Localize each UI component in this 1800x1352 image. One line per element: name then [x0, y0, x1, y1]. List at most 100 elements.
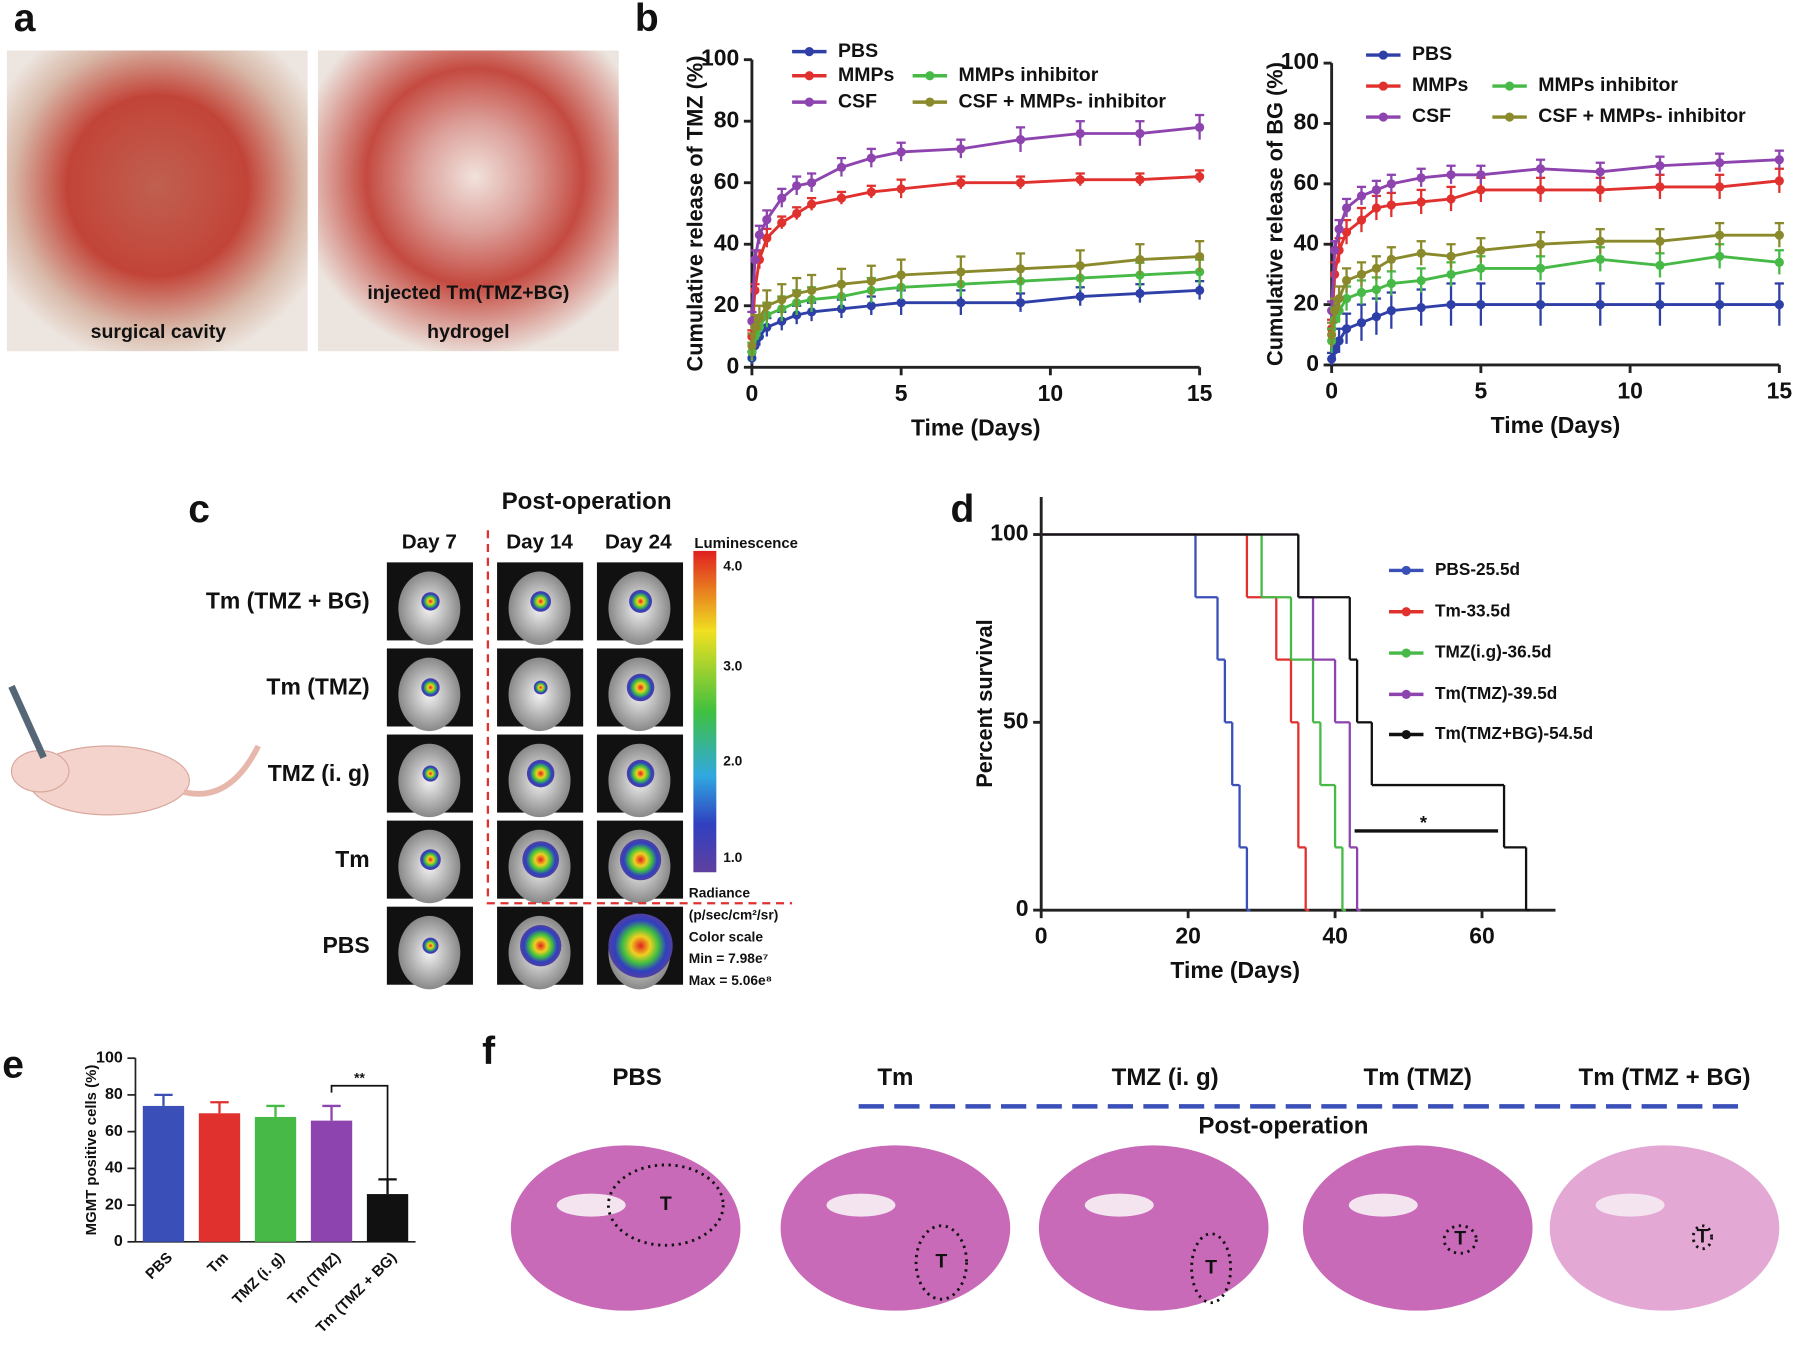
point	[956, 178, 966, 188]
y-tick-label: 60	[105, 1122, 123, 1140]
point	[1476, 185, 1486, 195]
x-tick-label: PBS	[142, 1249, 176, 1283]
point	[1535, 263, 1546, 273]
point	[1015, 178, 1026, 188]
panel-letter: b	[635, 0, 659, 40]
panel-letter: f	[482, 1030, 496, 1073]
y-tick-label: 60	[714, 168, 740, 194]
point	[1535, 185, 1546, 195]
panel-title: Post-operation	[502, 488, 672, 515]
tumor-outline	[1190, 1232, 1233, 1305]
color-bar	[693, 550, 717, 873]
point	[836, 279, 847, 289]
point	[896, 270, 906, 280]
y-tick-label: 60	[1293, 169, 1319, 195]
y-tick-label: 0	[1016, 895, 1029, 921]
point	[1446, 170, 1456, 180]
point	[1356, 191, 1367, 201]
legend-marker	[1401, 607, 1411, 617]
group-label: Tm (TMZ + BG)	[1579, 1064, 1751, 1091]
point	[896, 184, 906, 194]
bar	[310, 1120, 353, 1242]
point	[1015, 264, 1026, 274]
point	[777, 295, 787, 305]
point	[1535, 300, 1546, 310]
legend-marker	[1504, 81, 1515, 91]
point	[1446, 300, 1456, 310]
annotation: *	[1420, 812, 1428, 833]
point	[1195, 285, 1205, 295]
bar	[198, 1113, 241, 1242]
tumor-marker: T	[1454, 1228, 1466, 1250]
x-tick-label: Tm (TMZ)	[285, 1249, 344, 1308]
caption: injected Tm(TMZ+BG)	[367, 282, 569, 304]
point	[1334, 336, 1344, 346]
legend-marker	[1401, 565, 1411, 576]
tumor-marker: T	[935, 1251, 947, 1273]
point	[866, 187, 876, 197]
legend-label: PBS	[838, 40, 878, 62]
x-tick-label: 40	[1322, 923, 1348, 949]
bar	[366, 1194, 409, 1242]
x-tick-label: 5	[895, 380, 908, 406]
point	[1715, 251, 1725, 261]
y-tick-label: 100	[701, 45, 739, 71]
x-axis-label: Time (Days)	[1170, 957, 1300, 983]
point	[1135, 288, 1145, 299]
point	[1195, 122, 1205, 132]
legend-marker	[1504, 112, 1515, 122]
mouse-image	[508, 657, 571, 732]
y-tick-label: 20	[105, 1195, 123, 1213]
signal	[522, 841, 560, 878]
signal	[422, 765, 439, 782]
x-tick-label: 5	[1474, 378, 1487, 404]
legend-marker	[1378, 112, 1388, 122]
point	[747, 341, 757, 351]
y-tick-label: 40	[714, 229, 740, 255]
legend-label: PBS-25.5d	[1435, 559, 1520, 579]
legend-marker	[1401, 689, 1411, 699]
point	[1774, 155, 1784, 165]
y-axis-label: Cumulative release of TMZ (%)	[683, 55, 708, 371]
point	[866, 153, 876, 163]
row-label: Tm (TMZ)	[266, 674, 369, 700]
colorbar-tick: 4.0	[723, 559, 742, 574]
point	[1015, 135, 1026, 145]
point	[1416, 248, 1426, 258]
point	[836, 162, 847, 172]
panel-letter: a	[14, 0, 36, 40]
point	[1655, 182, 1665, 192]
point	[1595, 300, 1605, 310]
point	[777, 218, 787, 228]
panel-subtitle: Post-operation	[1198, 1112, 1368, 1139]
point	[1386, 306, 1396, 316]
point	[1655, 260, 1665, 270]
ventricle	[1595, 1193, 1665, 1217]
tumor-marker: T	[660, 1193, 672, 1215]
point	[1135, 175, 1145, 185]
point	[836, 193, 847, 203]
series-line	[1330, 233, 1780, 335]
legend-marker	[1378, 81, 1388, 91]
legend-marker	[1401, 729, 1411, 740]
series-line	[750, 288, 1200, 359]
signal	[626, 673, 655, 702]
legend-label: PBS	[1412, 43, 1452, 65]
colorbar-title: Luminescence	[694, 535, 798, 552]
point	[1330, 306, 1340, 316]
legend-marker	[925, 97, 935, 107]
point	[762, 233, 772, 243]
point	[754, 230, 764, 240]
point	[1330, 245, 1340, 255]
legend-label: MMPs inhibitor	[1538, 74, 1678, 96]
y-tick-label: 0	[727, 352, 740, 378]
legend-label: CSF	[838, 90, 877, 112]
legend-marker	[804, 71, 814, 81]
colorbar-tick: 3.0	[723, 658, 742, 673]
column-label: Day 24	[605, 530, 672, 553]
point	[956, 298, 966, 308]
point	[1595, 185, 1605, 195]
point	[1535, 239, 1546, 249]
legend-marker	[804, 97, 814, 107]
point	[866, 301, 876, 311]
